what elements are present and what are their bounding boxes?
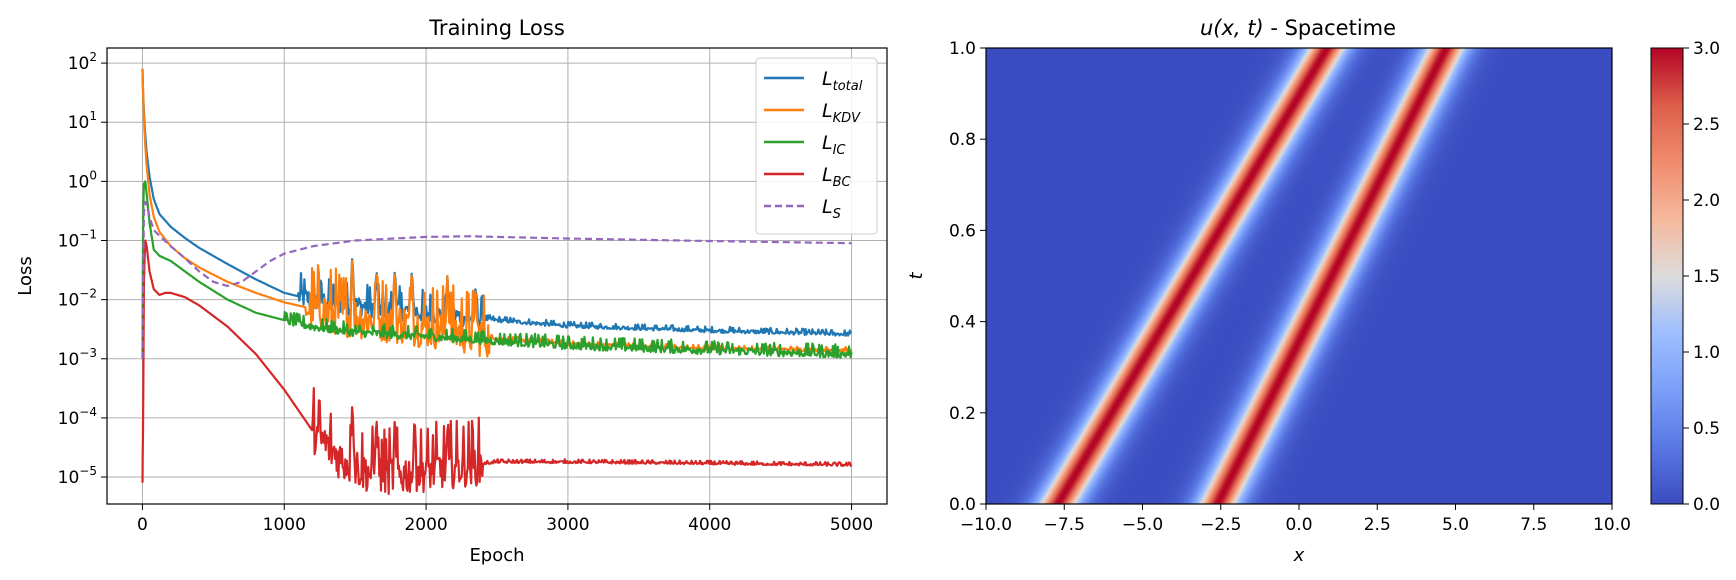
legend-symbol: L	[822, 196, 833, 218]
loss-x-tick-label: 5000	[830, 515, 873, 535]
heatmap-image	[986, 48, 1612, 504]
colorbar-tick-label: 0.0	[1693, 495, 1720, 515]
loss-y-tick-label: 10−3	[58, 346, 97, 370]
tick-base: 10	[68, 54, 90, 74]
loss-y-tick-label: 100	[68, 168, 97, 192]
heatmap-y-tick-label: 0.2	[949, 404, 976, 424]
tick-base: 10	[58, 231, 80, 251]
loss-x-axis-label: Epoch	[469, 545, 524, 566]
tick-base: 10	[58, 291, 80, 311]
legend-symbol: L	[822, 132, 833, 154]
loss-y-tick-label: 10−2	[58, 287, 97, 311]
heatmap-x-tick-label: −10.0	[960, 515, 1012, 535]
loss-series-line-s	[141, 200, 852, 359]
heatmap-y-tick-label: 0.6	[949, 221, 976, 241]
title-u: u	[1200, 16, 1213, 40]
legend-symbol: L	[822, 100, 833, 122]
title-args: (x, t)	[1213, 16, 1263, 40]
legend-label-kdv: LKDV	[822, 100, 861, 126]
spacetime-chart: u(x, t) - Spacetime −10.0 −7.5 −5.0 −2.5 0.0…	[906, 16, 1720, 566]
legend-symbol: L	[822, 68, 833, 90]
loss-y-tick-label: 10−5	[58, 464, 97, 488]
colorbar-tick-label: 1.0	[1693, 343, 1720, 363]
heatmap-x-tick-label: 0.0	[1285, 515, 1312, 535]
loss-x-ticks: 0 1000 2000 3000 4000 5000	[137, 504, 873, 535]
loss-series-group	[141, 68, 853, 496]
loss-plot-frame	[106, 47, 888, 505]
tick-exponent: −1	[79, 227, 97, 241]
tick-base: 10	[58, 409, 80, 429]
heatmap-y-tick-label: 0.8	[949, 130, 976, 150]
loss-series-line-total	[141, 68, 852, 337]
loss-y-tick-label: 10−1	[58, 227, 97, 251]
legend-subscript: S	[833, 207, 841, 222]
loss-chart-title: Training Loss	[428, 16, 565, 40]
tick-base: 10	[68, 113, 90, 133]
loss-y-tick-label: 102	[68, 50, 97, 74]
heatmap-x-tick-label: −7.5	[1044, 515, 1085, 535]
heatmap-y-ticks: 0.0 0.2 0.4 0.6 0.8 1.0	[949, 39, 986, 515]
legend-label-bc: LBC	[822, 164, 852, 190]
heatmap-y-axis-label: t	[906, 272, 927, 280]
heatmap-x-tick-label: −2.5	[1200, 515, 1241, 535]
heatmap-image-wrapper	[986, 48, 1612, 504]
loss-x-tick-label: 3000	[546, 515, 589, 535]
tick-exponent: 1	[89, 109, 97, 123]
colorbar-ticks: 0.0 0.5 1.0 1.5 2.0 2.5 3.0	[1683, 39, 1720, 515]
loss-y-tick-label: 101	[68, 109, 97, 133]
legend-frame	[755, 57, 878, 235]
legend-label-s: LS	[822, 196, 841, 222]
legend-label-total: Ltotal	[822, 68, 863, 94]
heatmap-x-tick-label: 7.5	[1520, 515, 1547, 535]
heatmap-x-tick-label: 10.0	[1593, 515, 1631, 535]
heatmap-x-axis-label: x	[1293, 545, 1305, 566]
loss-x-tick-label: 0	[137, 515, 148, 535]
legend-subscript: total	[833, 79, 863, 94]
tick-exponent: −5	[79, 464, 97, 478]
colorbar-tick-label: 1.5	[1693, 267, 1720, 287]
legend-label-ic: LIC	[822, 132, 846, 158]
tick-exponent: −3	[79, 346, 97, 360]
colorbar-tick-label: 2.5	[1693, 115, 1720, 135]
loss-series-line-kdv	[141, 68, 853, 358]
colorbar-tick-label: 2.0	[1693, 191, 1720, 211]
legend-subscript: IC	[833, 143, 847, 158]
heatmap-y-tick-label: 0.4	[949, 313, 976, 333]
tick-base: 10	[68, 172, 90, 192]
title-suffix: - Spacetime	[1264, 16, 1396, 40]
loss-series-line-ic	[141, 180, 853, 359]
tick-base: 10	[58, 468, 80, 488]
tick-exponent: 2	[89, 50, 97, 64]
tick-base: 10	[58, 350, 80, 370]
tick-exponent: −2	[79, 287, 97, 301]
colorbar	[1650, 47, 1684, 505]
legend-subscript: KDV	[833, 111, 862, 126]
legend-subscript: BC	[833, 175, 852, 190]
heatmap-x-ticks: −10.0 −7.5 −5.0 −2.5 0.0 2.5 5.0 7.5 10.0	[960, 504, 1631, 535]
tick-exponent: 0	[89, 168, 97, 182]
loss-x-tick-label: 4000	[688, 515, 731, 535]
heatmap-y-tick-label: 0.0	[949, 495, 976, 515]
loss-y-axis-label: Loss	[15, 256, 36, 295]
legend-symbol: L	[822, 164, 833, 186]
spacetime-chart-title: u(x, t) - Spacetime	[1200, 16, 1396, 40]
loss-x-tick-label: 2000	[404, 515, 447, 535]
loss-chart: Training Loss 0 1000 2000 3000 4000 5000 10−5…	[15, 16, 888, 566]
heatmap-x-tick-label: 2.5	[1364, 515, 1391, 535]
colorbar-tick-label: 0.5	[1693, 419, 1720, 439]
colorbar-tick-label: 3.0	[1693, 39, 1720, 59]
loss-series-line-bc	[141, 239, 853, 496]
heatmap-y-tick-label: 1.0	[949, 39, 976, 59]
heatmap-x-tick-label: −5.0	[1122, 515, 1163, 535]
loss-x-tick-label: 1000	[263, 515, 306, 535]
tick-exponent: −4	[79, 405, 97, 419]
loss-y-tick-label: 10−4	[58, 405, 97, 429]
heatmap-x-tick-label: 5.0	[1442, 515, 1469, 535]
